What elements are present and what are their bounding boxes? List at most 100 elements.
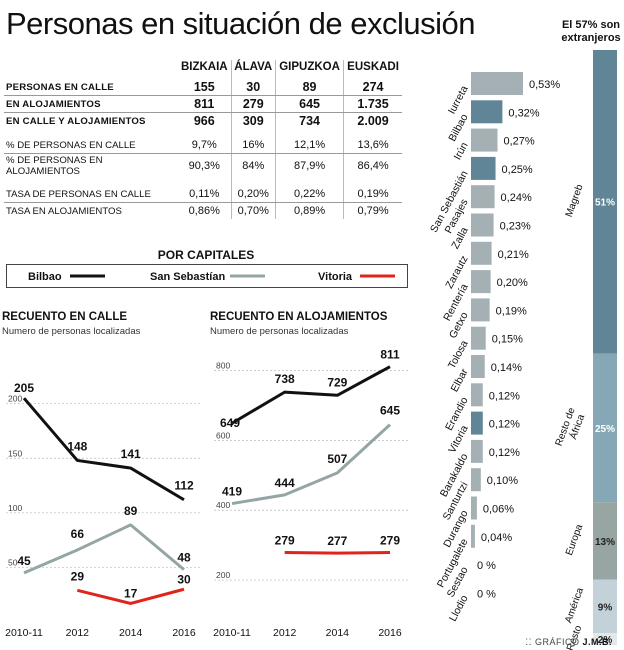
capitales-title: POR CAPITALES — [157, 248, 255, 262]
stack-segment-américa — [593, 579, 617, 634]
row-label: TASA EN ALOJAMIENTOS — [6, 205, 122, 217]
stack-title-line1: El 57% son — [562, 19, 620, 31]
row-label: % DE PERSONAS EN CALLE — [4, 137, 178, 154]
cell: 16% — [230, 137, 276, 154]
bar-value-label: 0,04% — [481, 532, 512, 544]
col-header-bizkaia: BIZKAIA — [180, 61, 228, 73]
bar-category-label: Elbar — [449, 366, 471, 394]
footer-credit: ⁚⁚ GRÁFICO J.M.B. — [525, 637, 612, 648]
stack-segment-name: América — [563, 586, 586, 625]
stack-segment-label: 9% — [598, 602, 613, 613]
bar-category-label: Bilbao — [446, 112, 470, 144]
row-label: % DE PERSONAS EN ALOJAMIENTOS — [6, 155, 103, 177]
y-tick-label: 200 — [8, 394, 22, 404]
cell: 0,19% — [343, 186, 402, 203]
data-label: 89 — [124, 504, 138, 518]
col-header-alava: ÁLAVA — [230, 60, 276, 79]
bar-category-label: Zarautz — [443, 254, 470, 291]
data-label: 419 — [222, 485, 242, 499]
data-label: 279 — [275, 533, 295, 547]
bar-value-label: 0,53% — [529, 79, 560, 91]
bar-elbar — [471, 355, 485, 378]
cell: 13,6% — [343, 137, 402, 154]
data-label: 205 — [14, 381, 34, 395]
x-tick-label: 2016 — [172, 627, 196, 639]
cell: 0,70% — [230, 202, 276, 219]
data-label: 444 — [275, 476, 295, 490]
cell: 0,86% — [188, 205, 220, 217]
bar-category-label: Irún — [452, 140, 471, 162]
bar-irún — [471, 128, 498, 152]
bar-category-label: Iurreta — [446, 84, 471, 117]
x-tick-label: 2010-11 — [213, 627, 251, 639]
y-tick-label: 400 — [216, 500, 230, 510]
x-tick-label: 2014 — [326, 627, 350, 639]
bar-vitoria — [471, 411, 483, 435]
chart-subtitle: Numero de personas localizadas — [210, 326, 349, 337]
chart-subtitle: Numero de personas localizadas — [2, 326, 141, 337]
bar-erandio — [471, 383, 483, 407]
bar-santurtzi — [471, 468, 481, 492]
bar-durango — [471, 496, 477, 520]
data-label: 112 — [174, 479, 194, 493]
cell: 0,22% — [274, 186, 344, 203]
x-tick-label: 2012 — [273, 627, 297, 639]
bar-value-label: 0,20% — [497, 277, 528, 289]
bar-value-label: 0,23% — [500, 221, 531, 233]
data-label: 277 — [327, 534, 347, 548]
legend-label: Bilbao — [28, 271, 62, 283]
stack-segment-label: 51% — [595, 198, 615, 209]
data-label: 29 — [71, 569, 85, 583]
x-tick-label: 2010-11 — [5, 627, 43, 639]
data-label: 507 — [327, 452, 347, 466]
data-label: 17 — [124, 586, 138, 600]
x-tick-label: 2012 — [66, 627, 90, 639]
cell: 90,3% — [188, 160, 220, 172]
x-tick-label: 2016 — [378, 627, 402, 639]
y-tick-label: 200 — [216, 570, 230, 580]
footer-dots: ⁚⁚ — [525, 637, 535, 647]
stack-segment-name: Europa — [564, 523, 586, 557]
bar-getxo — [471, 298, 490, 322]
data-label: 141 — [121, 447, 141, 461]
stack-title-line2: extranjeros — [561, 32, 620, 44]
bar-value-label: 0 % — [477, 560, 496, 572]
legend-label: Vitoria — [318, 271, 353, 283]
table-row: TASA DE PERSONAS EN CALLE 0,11% 0,20% 0,… — [4, 186, 402, 203]
bar-category-label: Tolosa — [446, 338, 471, 371]
stack-segment-label: 25% — [595, 424, 615, 435]
y-tick-label: 50 — [8, 557, 18, 567]
data-label: 645 — [380, 404, 400, 418]
chart-title: RECUENTO EN ALOJAMIENTOS — [210, 311, 388, 323]
cell: 30 — [230, 79, 276, 96]
bar-iurreta — [471, 72, 523, 95]
data-label: 30 — [177, 572, 191, 586]
table-row: PERSONAS EN CALLE 155 30 89 274 — [4, 79, 402, 96]
stack-segment-magreb — [593, 50, 617, 354]
legend-label: San Sebastían — [150, 271, 225, 283]
cell: 0,20% — [230, 186, 276, 203]
cell: 1.735 — [343, 95, 402, 113]
stack-segment-europa — [593, 502, 617, 580]
row-label: EN ALOJAMIENTOS — [4, 95, 178, 113]
row-label: PERSONAS EN CALLE — [4, 79, 178, 96]
bar-tolosa — [471, 326, 486, 350]
data-label: 279 — [380, 533, 400, 547]
bar-value-label: 0,24% — [501, 192, 532, 204]
series-line-san-sebastían — [231, 423, 392, 506]
cell: 87,9% — [274, 153, 344, 178]
series-line-vitoria — [76, 587, 185, 605]
data-label: 738 — [275, 372, 295, 386]
bar-value-label: 0,25% — [502, 164, 533, 176]
table-row: % DE PERSONAS EN ALOJAMIENTOS 90,3% 84% … — [4, 153, 402, 178]
page-title: Personas en situación de exclusión — [6, 6, 475, 41]
series-line-san-sebastían — [23, 523, 185, 575]
bar-zarautz — [471, 241, 492, 265]
chart-title: RECUENTO EN CALLE — [2, 311, 127, 323]
cell: 2.009 — [343, 112, 402, 129]
col-header-gipuzkoa: GIPUZKOA — [274, 60, 344, 79]
data-label: 729 — [327, 375, 347, 389]
stats-table: BIZKAIA ÁLAVA GIPUZKOA EUSKADI PERSONAS … — [4, 60, 402, 219]
bar-bilbao — [471, 100, 503, 124]
table-row: EN CALLE Y ALOJAMIENTOS 966 309 734 2.00… — [4, 112, 402, 129]
